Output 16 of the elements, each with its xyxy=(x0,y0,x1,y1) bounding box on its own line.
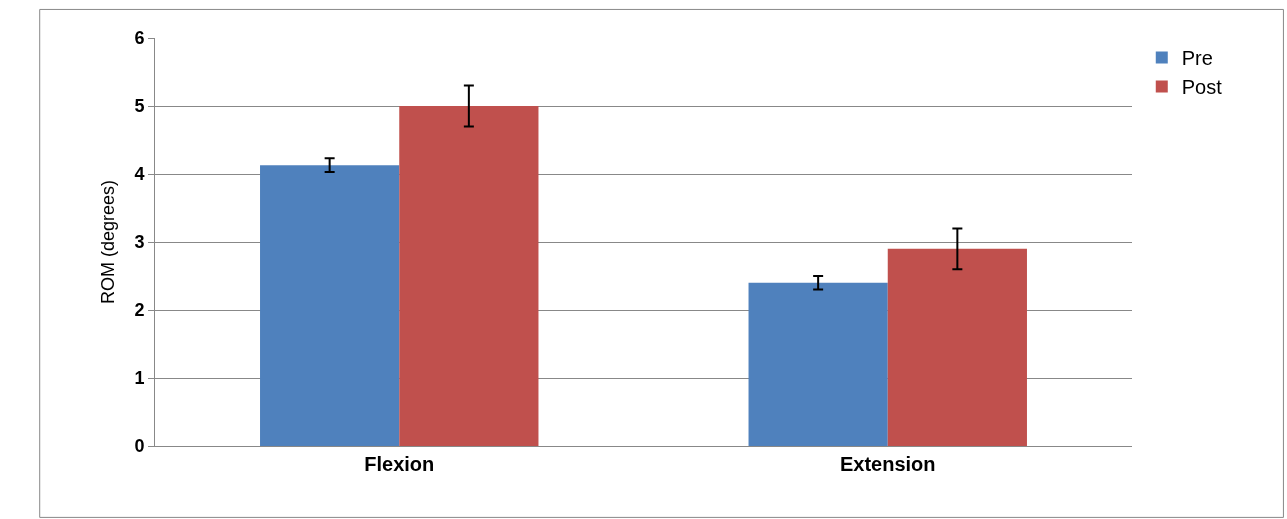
bar xyxy=(748,282,888,446)
y-tick-label: 4 xyxy=(134,164,145,185)
legend-label: Post xyxy=(1181,76,1223,99)
y-tick-label: 0 xyxy=(134,436,145,457)
x-tick-label: Flexion xyxy=(364,453,435,475)
y-tick-label: 3 xyxy=(134,232,145,253)
y-tick-label: 1 xyxy=(134,368,145,389)
legend-label: Pre xyxy=(1181,47,1213,70)
bar xyxy=(887,248,1027,446)
y-tick-label: 2 xyxy=(134,300,145,321)
y-tick-label: 6 xyxy=(134,28,145,49)
x-tick-label: Extension xyxy=(839,453,936,475)
bar xyxy=(260,165,400,446)
bar xyxy=(399,106,539,446)
y-axis-title: ROM (degrees) xyxy=(97,179,118,305)
y-tick-label: 5 xyxy=(134,96,145,117)
